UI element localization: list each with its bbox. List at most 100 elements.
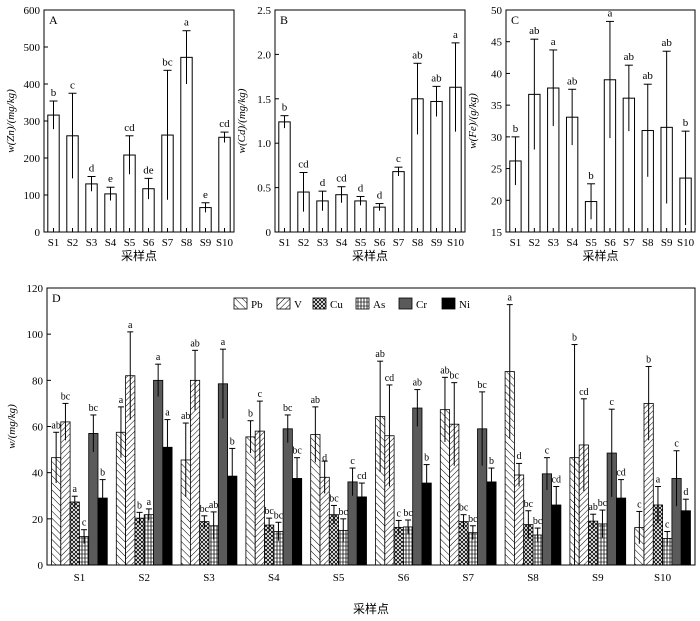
x-tick-label: S5 xyxy=(585,237,597,249)
x-tick-label: S3 xyxy=(547,237,559,249)
x-tick-label: S9 xyxy=(592,572,604,584)
y-tick-label: 1.5 xyxy=(257,94,271,106)
bar xyxy=(47,114,60,233)
y-tick-label: 35 xyxy=(491,100,503,112)
significance-letter: d xyxy=(322,453,327,464)
x-tick-label: S9 xyxy=(661,237,673,249)
significance-letter: b xyxy=(513,123,519,135)
significance-letter: c xyxy=(674,439,679,450)
significance-letter: bc xyxy=(403,508,413,519)
y-tick-label: 2.5 xyxy=(257,5,271,17)
significance-letter: e xyxy=(108,173,113,185)
x-axis-label: 采样点 xyxy=(121,248,157,263)
legend-label: Cr xyxy=(416,299,427,311)
significance-letter: c xyxy=(665,520,670,531)
significance-letter: a xyxy=(551,36,556,48)
significance-letter: b xyxy=(100,468,105,479)
x-tick-label: S5 xyxy=(355,237,367,249)
significance-letter: bc xyxy=(283,403,293,414)
significance-letter: cd xyxy=(219,118,230,130)
y-tick-label: 40 xyxy=(491,68,503,80)
x-tick-label: S5 xyxy=(333,572,345,584)
legend-label: Cu xyxy=(330,299,343,311)
bar xyxy=(430,100,443,233)
significance-letter: c xyxy=(350,456,355,467)
significance-letter: a xyxy=(608,7,613,19)
y-tick-label: 600 xyxy=(24,5,41,17)
significance-letter: bc xyxy=(533,516,543,527)
plot-frame xyxy=(505,9,696,233)
y-tick-label: 0 xyxy=(266,227,272,239)
bar-pb xyxy=(245,436,256,566)
y-tick-label: 300 xyxy=(24,116,41,128)
y-axis-label: w/(mg/kg) xyxy=(6,404,18,449)
significance-letter: bc xyxy=(274,510,284,521)
x-tick-label: S2 xyxy=(138,572,150,584)
significance-letter: cd xyxy=(124,122,135,134)
significance-letter: bc xyxy=(200,504,210,515)
y-tick-label: 400 xyxy=(24,79,41,91)
y-axis-label: w(Zn)/(mg/kg) xyxy=(5,89,17,153)
significance-letter: bc xyxy=(524,499,534,510)
significance-letter: ab xyxy=(375,349,384,360)
significance-letter: cd xyxy=(336,173,347,185)
x-tick-label: S7 xyxy=(393,237,405,249)
significance-letter: bc xyxy=(264,506,274,517)
legend-label: Ni xyxy=(459,299,470,311)
legend-swatch xyxy=(312,297,327,310)
significance-letter: bc xyxy=(162,56,173,68)
x-tick-label: S6 xyxy=(143,237,155,249)
significance-letter: bc xyxy=(477,380,487,391)
bar-v xyxy=(514,474,525,566)
significance-letter: c xyxy=(637,499,642,510)
x-tick-label: S3 xyxy=(317,237,329,249)
x-tick-label: S1 xyxy=(510,237,522,249)
legend-label: Pb xyxy=(251,299,263,311)
significance-letter: b xyxy=(683,117,689,129)
x-tick-label: S6 xyxy=(604,237,616,249)
y-tick-label: 100 xyxy=(27,329,44,341)
x-tick-label: S6 xyxy=(398,572,410,584)
significance-letter: c xyxy=(610,397,615,408)
significance-letter: d xyxy=(89,163,95,175)
bar-cr xyxy=(412,407,423,566)
significance-letter: a xyxy=(453,29,458,41)
significance-letter: cd xyxy=(298,159,309,171)
significance-letter: b xyxy=(424,453,429,464)
bar xyxy=(278,121,291,233)
significance-letter: c xyxy=(545,446,550,457)
significance-letter: a xyxy=(156,352,161,363)
x-tick-label: S7 xyxy=(623,237,635,249)
legend-swatch xyxy=(398,297,413,310)
significance-letter: d xyxy=(358,182,364,194)
significance-letter: cd xyxy=(616,468,625,479)
significance-letter: bc xyxy=(89,403,99,414)
x-tick-label: S1 xyxy=(48,237,60,249)
significance-letter: c xyxy=(396,153,401,165)
x-tick-label: S7 xyxy=(162,237,174,249)
significance-letter: ab xyxy=(190,338,199,349)
plot-frame xyxy=(274,9,466,233)
significance-letter: ab xyxy=(567,75,578,87)
significance-letter: ab xyxy=(643,70,654,82)
x-tick-label: S3 xyxy=(86,237,98,249)
significance-letter: bc xyxy=(598,498,608,509)
y-tick-label: 45 xyxy=(491,37,503,49)
x-tick-label: S5 xyxy=(124,237,136,249)
x-tick-label: S8 xyxy=(412,237,424,249)
x-tick-label: S8 xyxy=(642,237,654,249)
legend-swatch xyxy=(233,297,248,310)
legend-label: V xyxy=(294,299,302,311)
bar xyxy=(354,200,367,233)
y-tick-label: 1.0 xyxy=(257,138,271,150)
y-tick-label: 0.5 xyxy=(257,183,271,195)
y-axis-label: w(Cd)/(mg/kg) xyxy=(236,88,248,153)
significance-letter: d xyxy=(517,451,522,462)
significance-letter: cd xyxy=(552,475,561,486)
significance-letter: a xyxy=(119,395,124,406)
panel-a: b S1 c S2 d S3 e S4 cd S5 de S6 bc S7 a S8 e S9 cd S10 0 100 2… xyxy=(5,5,235,263)
significance-letter: a xyxy=(184,17,189,29)
x-tick-label: S4 xyxy=(336,237,348,249)
significance-letter: ab xyxy=(624,51,635,63)
